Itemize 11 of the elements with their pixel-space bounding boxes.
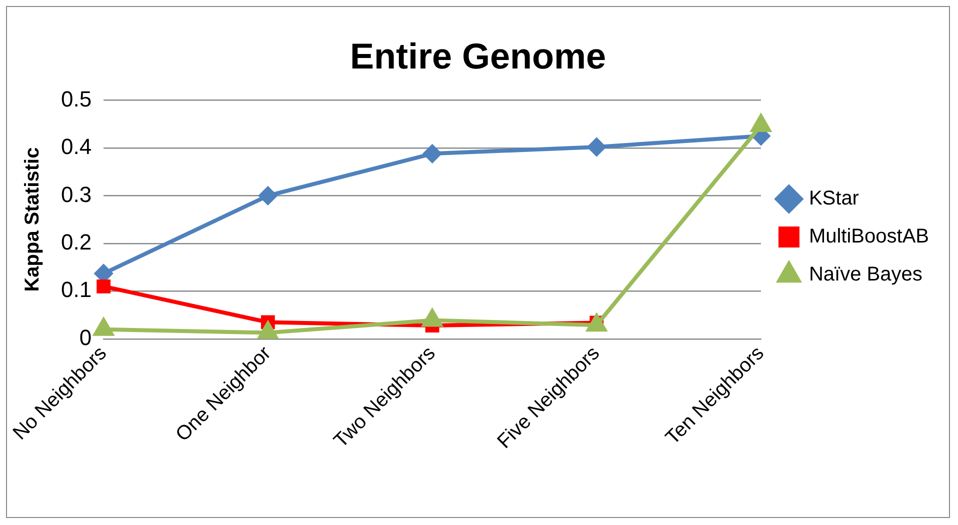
legend-label: MultiBoostAB bbox=[808, 226, 930, 248]
y-tick-label: 0.5 bbox=[60, 86, 92, 112]
y-axis-title: Kappa Statistic bbox=[22, 147, 44, 292]
legend-label: KStar bbox=[808, 188, 860, 210]
y-tick-label: 0 bbox=[79, 324, 92, 350]
y-tick-label: 0.4 bbox=[60, 134, 92, 160]
y-tick-label: 0.2 bbox=[60, 229, 92, 254]
chart-title: Entire Genome bbox=[350, 36, 606, 77]
y-tick-label: 0.3 bbox=[60, 182, 92, 207]
y-tick-label: 0.1 bbox=[60, 277, 92, 302]
legend-label: Naïve Bayes bbox=[808, 264, 922, 286]
